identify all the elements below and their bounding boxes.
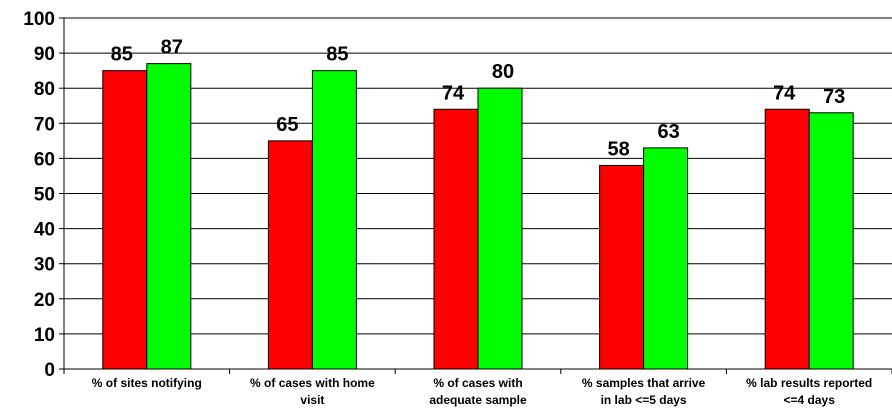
bar-series-2: [643, 147, 689, 370]
x-category-label: % samples that arrive: [582, 376, 706, 390]
data-label: 63: [657, 121, 679, 143]
bar-series-1: [102, 70, 148, 370]
data-label: 85: [326, 44, 348, 66]
bar-series-2: [477, 87, 523, 370]
y-tick-label: 70: [34, 114, 55, 135]
y-tick-label: 50: [34, 185, 55, 206]
y-tick-label: 40: [34, 220, 55, 241]
data-label: 85: [111, 44, 133, 66]
x-category-label: visit: [300, 393, 324, 407]
bar-series-1: [433, 108, 479, 370]
data-label: 73: [823, 86, 845, 108]
y-tick-label: 60: [34, 149, 55, 170]
data-label: 74: [773, 82, 796, 104]
x-category-label: adequate sample: [429, 393, 527, 407]
x-axis-categories: % of sites notifying % of cases with home…: [92, 376, 872, 407]
bar-series-2: [311, 70, 357, 370]
x-category-label: in lab <=5 days: [601, 393, 687, 407]
x-category-label: % of sites notifying: [92, 376, 202, 390]
y-tick-label: 10: [34, 325, 55, 346]
bar-series-2: [146, 63, 192, 370]
data-label: 80: [492, 61, 514, 83]
bar-series-1: [599, 164, 645, 370]
axes: [59, 17, 892, 374]
x-category-label: <=4 days: [784, 393, 836, 407]
data-label: 74: [442, 82, 465, 104]
x-category-label: % of cases with: [433, 376, 522, 390]
bar-series-2: [808, 112, 854, 370]
y-tick-label: 80: [34, 79, 55, 100]
bar-series-1: [267, 140, 313, 370]
y-tick-label: 30: [34, 255, 55, 276]
y-tick-label: 20: [34, 290, 55, 311]
bar-series-1: [764, 108, 810, 370]
data-labels: 85 65 74 58 74 87 85 80 63 73: [111, 37, 846, 161]
x-category-label: % lab results reported: [746, 376, 872, 390]
data-label: 58: [607, 138, 629, 160]
y-axis-ticks: 0 10 20 30 40 50 60 70 80 90 100: [23, 9, 55, 381]
data-label: 65: [276, 114, 298, 136]
bars: [102, 63, 854, 370]
y-tick-label: 100: [23, 9, 55, 30]
y-tick-label: 90: [34, 44, 55, 65]
x-category-label: % of cases with home: [250, 376, 375, 390]
data-label: 87: [161, 37, 183, 59]
y-tick-label: 0: [44, 360, 55, 381]
